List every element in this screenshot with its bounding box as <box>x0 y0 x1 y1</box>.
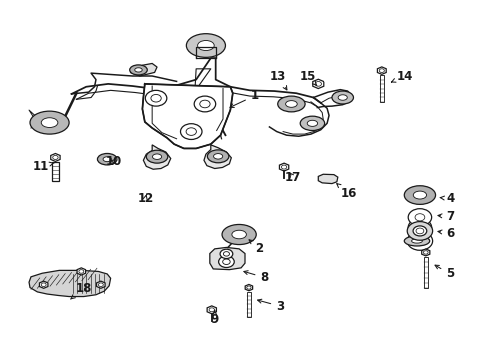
Circle shape <box>186 128 196 135</box>
Polygon shape <box>207 306 217 314</box>
Ellipse shape <box>41 118 58 127</box>
Text: 15: 15 <box>299 69 317 85</box>
Circle shape <box>219 256 234 267</box>
Circle shape <box>180 124 202 139</box>
Ellipse shape <box>103 157 111 162</box>
Ellipse shape <box>222 225 256 244</box>
Bar <box>247 292 251 317</box>
Bar <box>424 257 428 288</box>
Circle shape <box>53 156 58 159</box>
Text: 1: 1 <box>230 89 259 107</box>
Polygon shape <box>143 84 233 148</box>
Ellipse shape <box>30 111 69 134</box>
Circle shape <box>151 94 161 102</box>
Ellipse shape <box>278 96 305 112</box>
Ellipse shape <box>186 34 225 57</box>
Circle shape <box>220 249 233 258</box>
Circle shape <box>222 259 230 265</box>
Text: 4: 4 <box>440 192 454 205</box>
Text: 17: 17 <box>285 171 301 184</box>
Text: 11: 11 <box>33 160 54 173</box>
Circle shape <box>413 226 427 236</box>
Text: 5: 5 <box>435 265 454 280</box>
Ellipse shape <box>207 150 229 163</box>
Polygon shape <box>51 153 60 161</box>
Ellipse shape <box>338 95 347 100</box>
Polygon shape <box>196 47 216 58</box>
Circle shape <box>223 252 229 256</box>
Circle shape <box>407 231 433 250</box>
Polygon shape <box>245 284 253 291</box>
Circle shape <box>41 283 46 287</box>
Polygon shape <box>29 270 111 297</box>
Ellipse shape <box>130 65 147 75</box>
Ellipse shape <box>286 101 297 107</box>
Text: 10: 10 <box>106 155 122 168</box>
Circle shape <box>416 228 424 234</box>
Circle shape <box>423 251 428 254</box>
Text: 12: 12 <box>137 192 153 205</box>
Circle shape <box>379 69 384 72</box>
Text: 3: 3 <box>258 299 284 313</box>
Ellipse shape <box>98 153 117 165</box>
Circle shape <box>247 286 251 289</box>
Ellipse shape <box>147 150 168 163</box>
Circle shape <box>146 90 167 106</box>
Ellipse shape <box>152 154 162 159</box>
Polygon shape <box>204 145 231 168</box>
Circle shape <box>209 308 215 312</box>
Circle shape <box>79 270 84 273</box>
Ellipse shape <box>412 239 422 243</box>
Ellipse shape <box>404 186 436 204</box>
Circle shape <box>281 165 287 169</box>
Text: 14: 14 <box>392 69 414 82</box>
Polygon shape <box>318 174 338 184</box>
Circle shape <box>408 209 432 226</box>
Text: 16: 16 <box>337 184 357 200</box>
Ellipse shape <box>214 154 222 159</box>
Text: 18: 18 <box>71 282 92 299</box>
Circle shape <box>200 100 210 108</box>
Circle shape <box>315 82 321 86</box>
Circle shape <box>414 223 425 231</box>
Polygon shape <box>210 247 245 270</box>
Ellipse shape <box>232 230 246 239</box>
Ellipse shape <box>300 116 325 131</box>
Ellipse shape <box>413 191 427 199</box>
Circle shape <box>414 237 426 246</box>
Text: 13: 13 <box>270 69 287 90</box>
Text: 9: 9 <box>211 310 219 327</box>
Polygon shape <box>279 163 289 171</box>
Polygon shape <box>40 281 48 288</box>
Bar <box>380 75 384 102</box>
Ellipse shape <box>404 236 430 246</box>
Text: 8: 8 <box>244 271 269 284</box>
Polygon shape <box>144 145 171 169</box>
Polygon shape <box>313 79 324 89</box>
Circle shape <box>194 96 216 112</box>
Ellipse shape <box>135 68 142 72</box>
Circle shape <box>98 283 103 287</box>
Text: 7: 7 <box>438 210 454 223</box>
Polygon shape <box>422 249 430 256</box>
Polygon shape <box>377 67 386 75</box>
Ellipse shape <box>332 91 353 104</box>
Circle shape <box>408 219 432 236</box>
Ellipse shape <box>197 40 214 50</box>
Polygon shape <box>77 268 86 275</box>
Circle shape <box>415 214 425 221</box>
Bar <box>52 162 59 181</box>
Text: 2: 2 <box>249 240 264 255</box>
Ellipse shape <box>307 120 318 126</box>
Polygon shape <box>130 63 157 76</box>
Circle shape <box>407 222 433 240</box>
Polygon shape <box>97 281 105 288</box>
Text: 6: 6 <box>438 226 454 239</box>
